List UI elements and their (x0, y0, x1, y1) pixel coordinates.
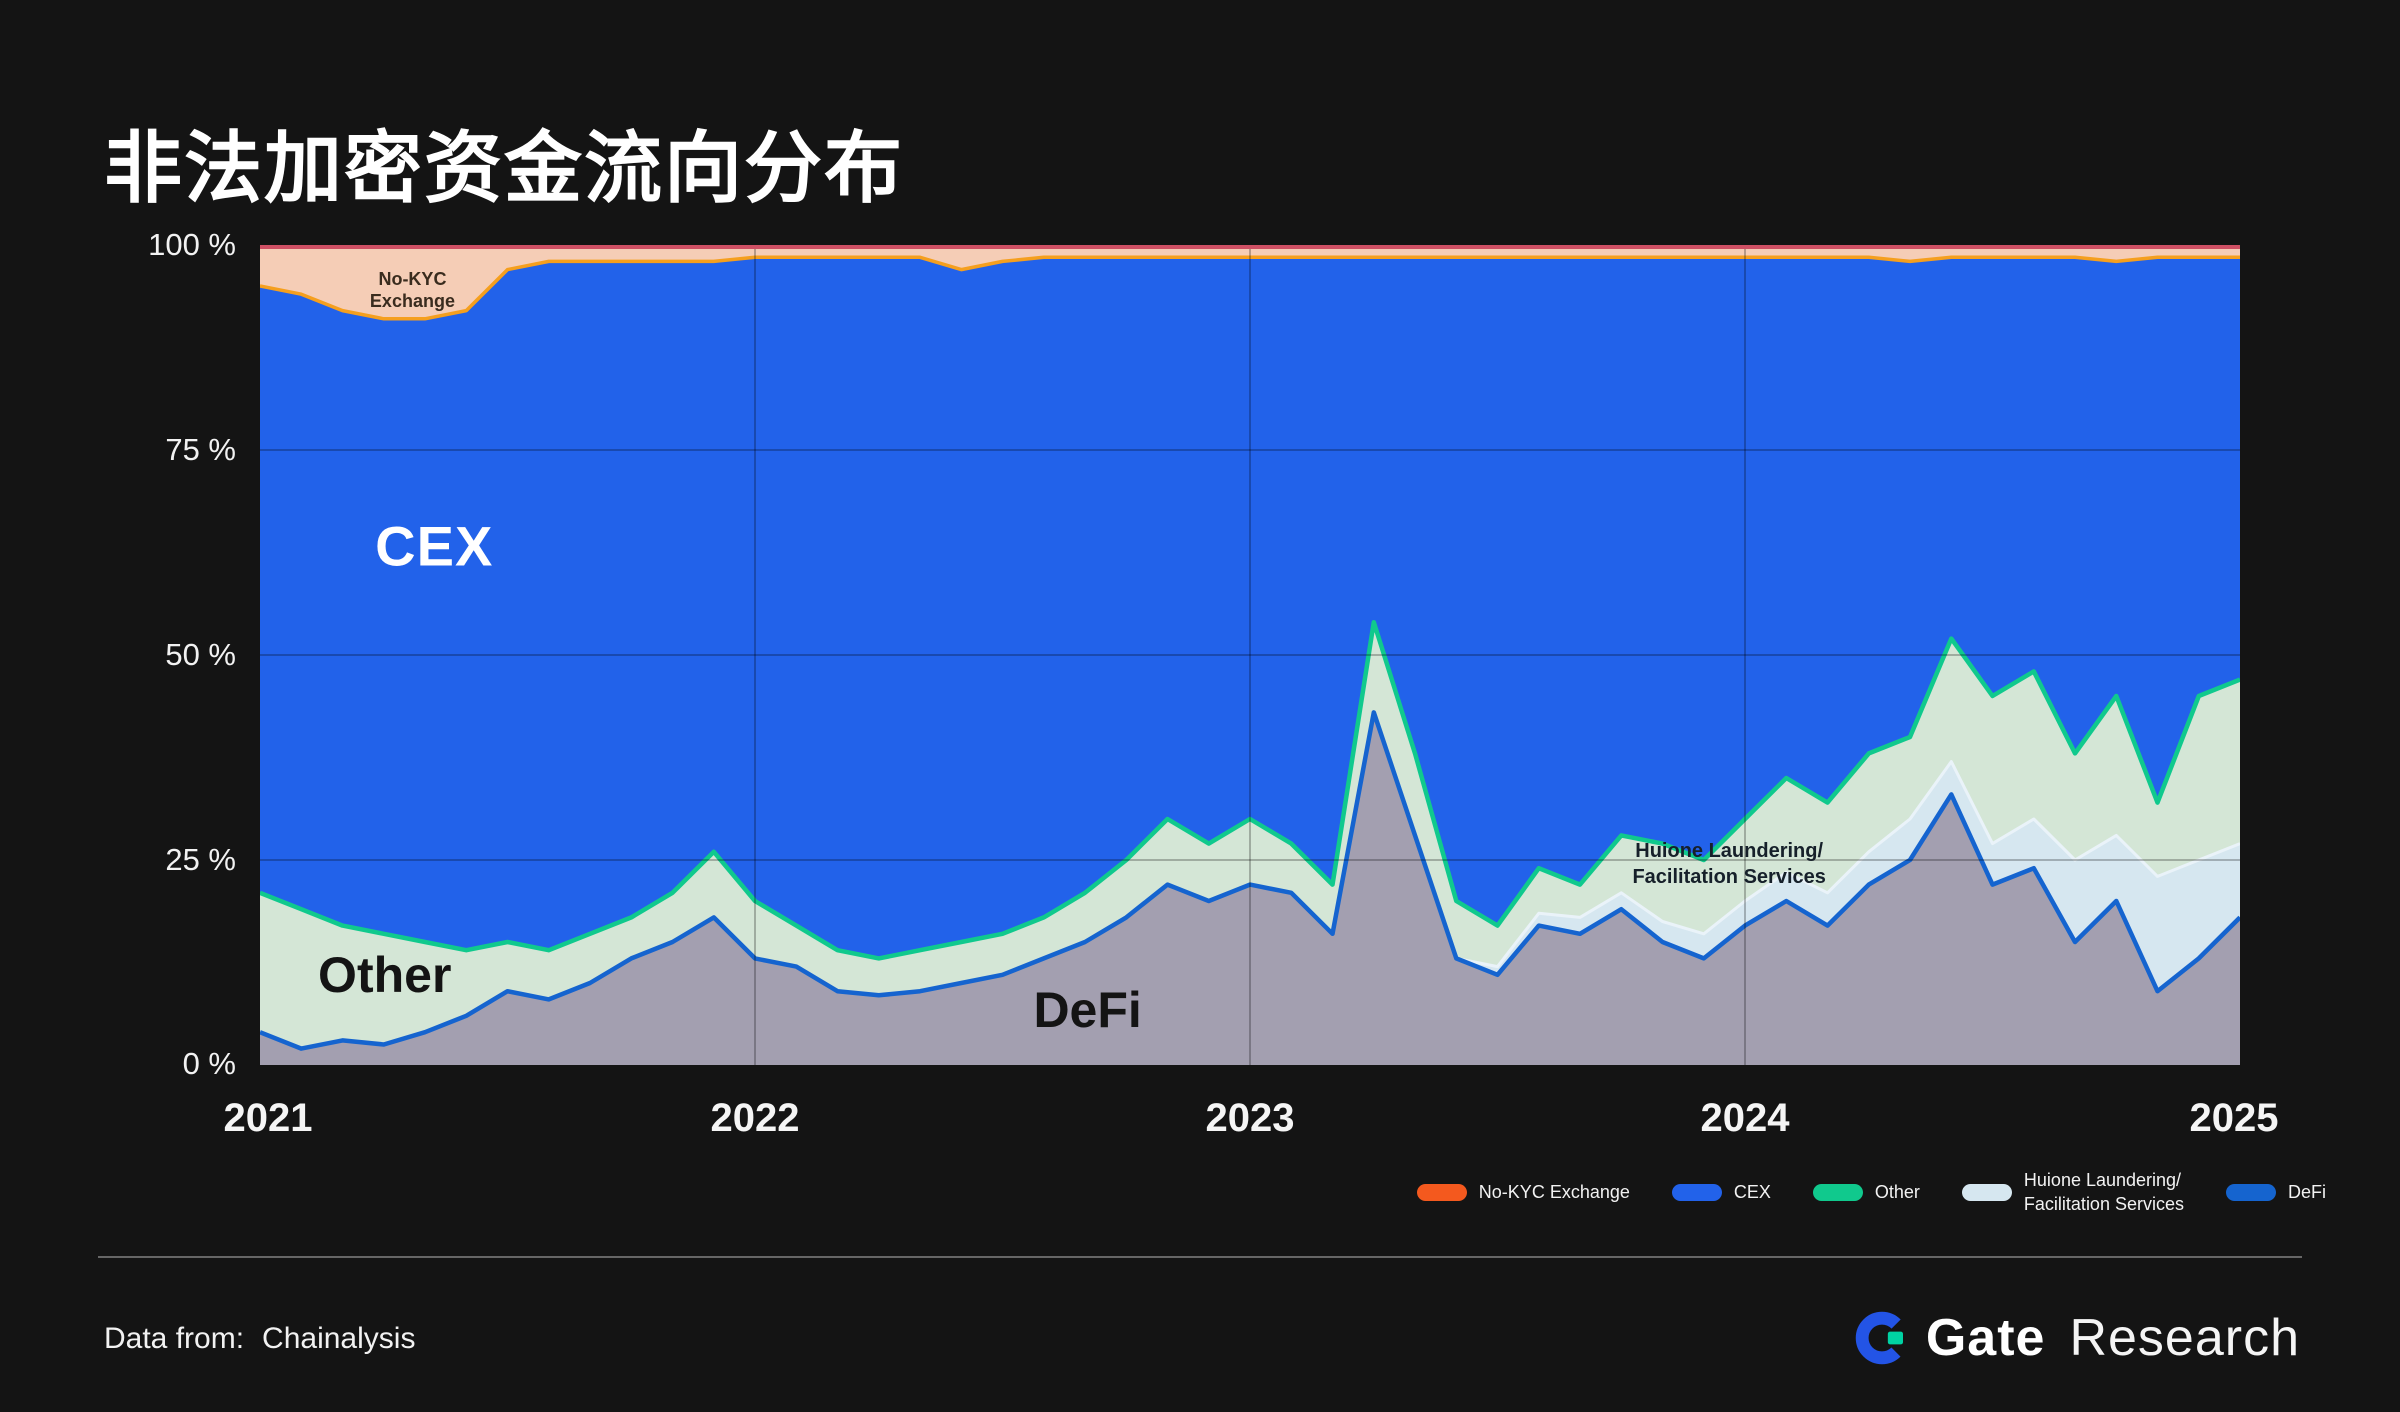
gate-logo-icon (1855, 1311, 1909, 1365)
legend-item-other: Other (1812, 1180, 1920, 1204)
x-tick-2025: 2025 (2189, 1096, 2279, 1140)
legend-label-other: Other (1874, 1182, 1920, 1203)
legend-label-huione-line2: Facilitation Services (2023, 1194, 2184, 1215)
gate-research-brand: Gate Research (1854, 1308, 2300, 1368)
legend-label-cex: CEX (1733, 1182, 1771, 1203)
data-source: Data from: Chainalysis (104, 1322, 415, 1356)
y-tick-50: 50 % (165, 637, 236, 672)
x-tick-2023: 2023 (1205, 1096, 1295, 1140)
y-tick-25: 25 % (165, 842, 236, 877)
legend-item-huione: Huione Laundering/ Facilitation Services (1961, 1168, 2184, 1217)
brand-research-text: Research (2069, 1309, 2300, 1367)
chart-canvas (260, 245, 2240, 1065)
legend-label-huione-line1: Huione Laundering/ (2023, 1170, 2182, 1190)
legend-swatch-defi (2225, 1183, 2276, 1201)
x-tick-2024: 2024 (1700, 1096, 1790, 1140)
data-from-label: Data from: (104, 1322, 245, 1355)
y-tick-0: 0 % (182, 1046, 236, 1081)
legend-label-no-kyc: No-KYC Exchange (1478, 1182, 1630, 1203)
x-tick-2021: 2021 (223, 1096, 313, 1140)
x-tick-2022: 2022 (710, 1096, 800, 1140)
legend-swatch-other (1812, 1183, 1863, 1201)
data-source-name: Chainalysis (262, 1322, 416, 1355)
legend-label-huione: Huione Laundering/ Facilitation Services (2024, 1168, 2184, 1217)
legend-item-no-kyc-exchange: No-KYC Exchange (1416, 1180, 1630, 1204)
y-tick-100: 100 % (148, 227, 236, 262)
y-tick-75: 75 % (165, 432, 236, 467)
page-title: 非法加密资金流向分布 (104, 124, 905, 213)
legend-item-defi: DeFi (2225, 1180, 2326, 1204)
brand-gate-text: Gate (1925, 1309, 2046, 1367)
stacked-area-chart: No-KYC Exchange CEX Other DeFi Huione La… (260, 245, 2240, 1065)
legend-swatch-huione (1961, 1183, 2012, 1201)
legend-swatch-no-kyc (1416, 1183, 1467, 1201)
legend-label-defi: DeFi (2287, 1182, 2326, 1203)
footer-divider (98, 1256, 2302, 1258)
chart-legend: No-KYC Exchange CEX Other Huione Launder… (1416, 1168, 2326, 1217)
legend-item-cex: CEX (1671, 1180, 1771, 1204)
legend-swatch-cex (1671, 1183, 1722, 1201)
